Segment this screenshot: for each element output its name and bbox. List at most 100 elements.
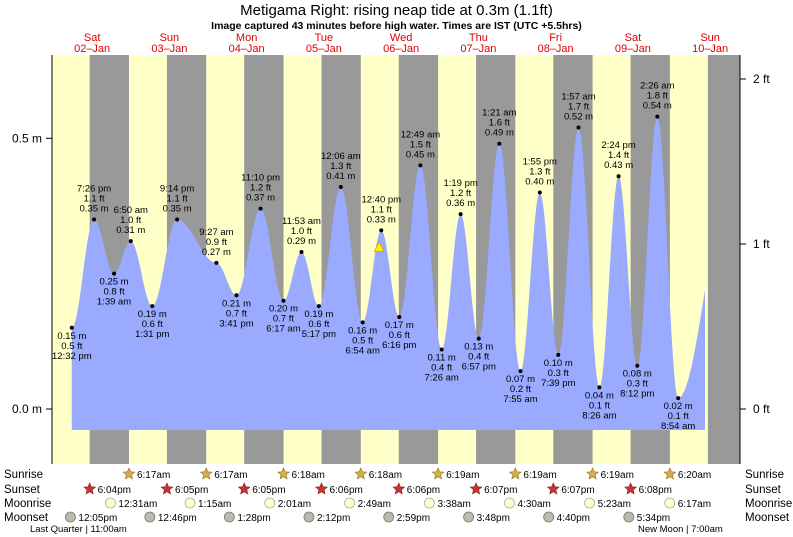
legend-row-label: Sunset — [4, 484, 41, 496]
moonrise-icon — [184, 497, 196, 509]
sunrise-icon — [586, 467, 600, 480]
day-of-week: Sun — [700, 32, 720, 44]
tide-point — [476, 336, 481, 341]
day-of-week: Fri — [549, 32, 562, 44]
tide-point — [258, 206, 263, 211]
sunset-icon — [469, 482, 483, 495]
tide-label-primary: 9:27 am — [199, 227, 233, 238]
moonrise-time: 1:15am — [198, 499, 231, 510]
tide-label: 1:31 pm — [135, 329, 169, 340]
tide-point — [655, 114, 660, 119]
tide-label: 0.41 m — [326, 171, 355, 182]
tide-label: 0.8 ft — [103, 287, 124, 298]
moonset-time: 12:46pm — [158, 513, 197, 524]
tide-label-primary: 1:55 pm — [523, 156, 557, 167]
tide-label: 1.8 ft — [647, 91, 668, 102]
legend-row-label: Moonset — [4, 512, 49, 524]
tide-label: 1.3 ft — [330, 161, 351, 172]
sunrise-icon — [431, 467, 445, 480]
current-tide-marker — [373, 240, 385, 252]
moonset-icon — [383, 511, 395, 523]
moon-phase-note: New Moon | 7:00am — [638, 524, 723, 535]
tide-label: 0.1 ft — [668, 411, 689, 422]
tide-label-primary: 0.10 m — [544, 358, 573, 369]
tide-label: 0.5 ft — [61, 341, 82, 352]
tide-label: 0.2 ft — [510, 384, 531, 395]
day-date: 03–Jan — [151, 43, 187, 55]
moonrise-icon — [344, 497, 355, 509]
tide-label: 0.6 ft — [142, 319, 163, 330]
tide-point — [360, 320, 365, 325]
moonset-icon — [303, 511, 315, 523]
tide-label: 3:41 pm — [219, 318, 253, 329]
tide-label-primary: 9:14 pm — [160, 184, 194, 195]
tide-label: 0.33 m — [367, 214, 396, 225]
sunrise-icon — [122, 467, 136, 480]
tide-label: 8:12 pm — [620, 389, 654, 400]
sunset-time: 6:08pm — [639, 485, 672, 496]
moonrise-icon — [584, 497, 595, 509]
tide-label-primary: 12:40 pm — [361, 194, 401, 205]
tide-label-primary: 1:21 am — [482, 108, 516, 119]
moonset-icon — [144, 511, 156, 523]
tide-point — [537, 190, 542, 195]
tide-label: 7:39 pm — [541, 378, 575, 389]
moon-phase-note: Last Quarter | 11:00am — [30, 524, 127, 535]
sunrise-time: 6:19am — [446, 470, 479, 481]
day-of-week: Wed — [390, 32, 412, 44]
tide-label: 8:26 am — [582, 410, 616, 421]
day-date: 10–Jan — [692, 43, 728, 55]
moonset-time: 12:05pm — [78, 513, 117, 524]
tide-label: 1.0 ft — [120, 215, 141, 226]
tide-label: 8:54 am — [661, 421, 695, 432]
right-tick-label: 0 ft — [753, 402, 770, 416]
tide-label-primary: 0.02 m — [664, 401, 693, 412]
day-of-week: Mon — [236, 32, 257, 44]
tide-label: 0.54 m — [643, 101, 672, 112]
tide-label: 6:16 pm — [382, 340, 416, 351]
sunrise-time: 6:17am — [214, 470, 247, 481]
tide-label: 0.4 ft — [431, 362, 452, 373]
moonrise-icon — [105, 497, 116, 509]
day-date: 04–Jan — [229, 43, 265, 55]
tide-label-primary: 2:26 am — [640, 81, 674, 92]
legend-row-label: Sunrise — [4, 469, 43, 481]
tide-point — [92, 217, 97, 222]
tide-label: 0.3 ft — [548, 368, 569, 379]
moonrise-time: 2:49am — [358, 499, 391, 510]
sunrise-time: 6:19am — [523, 470, 556, 481]
tide-label-primary: 12:49 am — [401, 129, 441, 140]
tide-label: 0.7 ft — [273, 314, 294, 325]
tide-point — [635, 363, 640, 368]
sunset-icon — [392, 482, 406, 495]
tide-label: 0.52 m — [564, 111, 593, 122]
day-date: 09–Jan — [615, 43, 651, 55]
tide-point — [214, 260, 219, 265]
tide-label: 0.29 m — [287, 236, 316, 247]
tide-point — [150, 304, 155, 309]
moonrise-time: 4:30am — [517, 499, 550, 510]
sunrise-icon — [354, 467, 368, 480]
tide-label: 0.31 m — [116, 225, 145, 236]
tide-label: 6:17 am — [266, 324, 300, 335]
tide-label-primary: 0.19 m — [138, 309, 167, 320]
moonset-icon — [463, 511, 475, 523]
sunrise-time: 6:19am — [601, 470, 634, 481]
chart-subtitle: Image captured 43 minutes before high wa… — [211, 20, 582, 32]
tide-point — [616, 174, 621, 179]
tide-label-primary: 0.17 m — [385, 320, 414, 331]
sunset-icon — [624, 482, 638, 495]
legend-row-label: Moonset — [745, 512, 790, 524]
sunrise-icon — [663, 467, 677, 480]
sunrise-time: 6:18am — [292, 470, 325, 481]
tide-area — [71, 116, 706, 430]
moonrise-time: 2:01am — [278, 499, 311, 510]
right-tick-label: 2 ft — [753, 72, 770, 86]
tide-label-primary: 0.20 m — [269, 304, 298, 315]
moonset-time: 2:59pm — [397, 513, 430, 524]
moonrise-icon — [504, 497, 515, 509]
tide-label: 1.5 ft — [410, 139, 431, 150]
tide-point — [439, 347, 444, 352]
